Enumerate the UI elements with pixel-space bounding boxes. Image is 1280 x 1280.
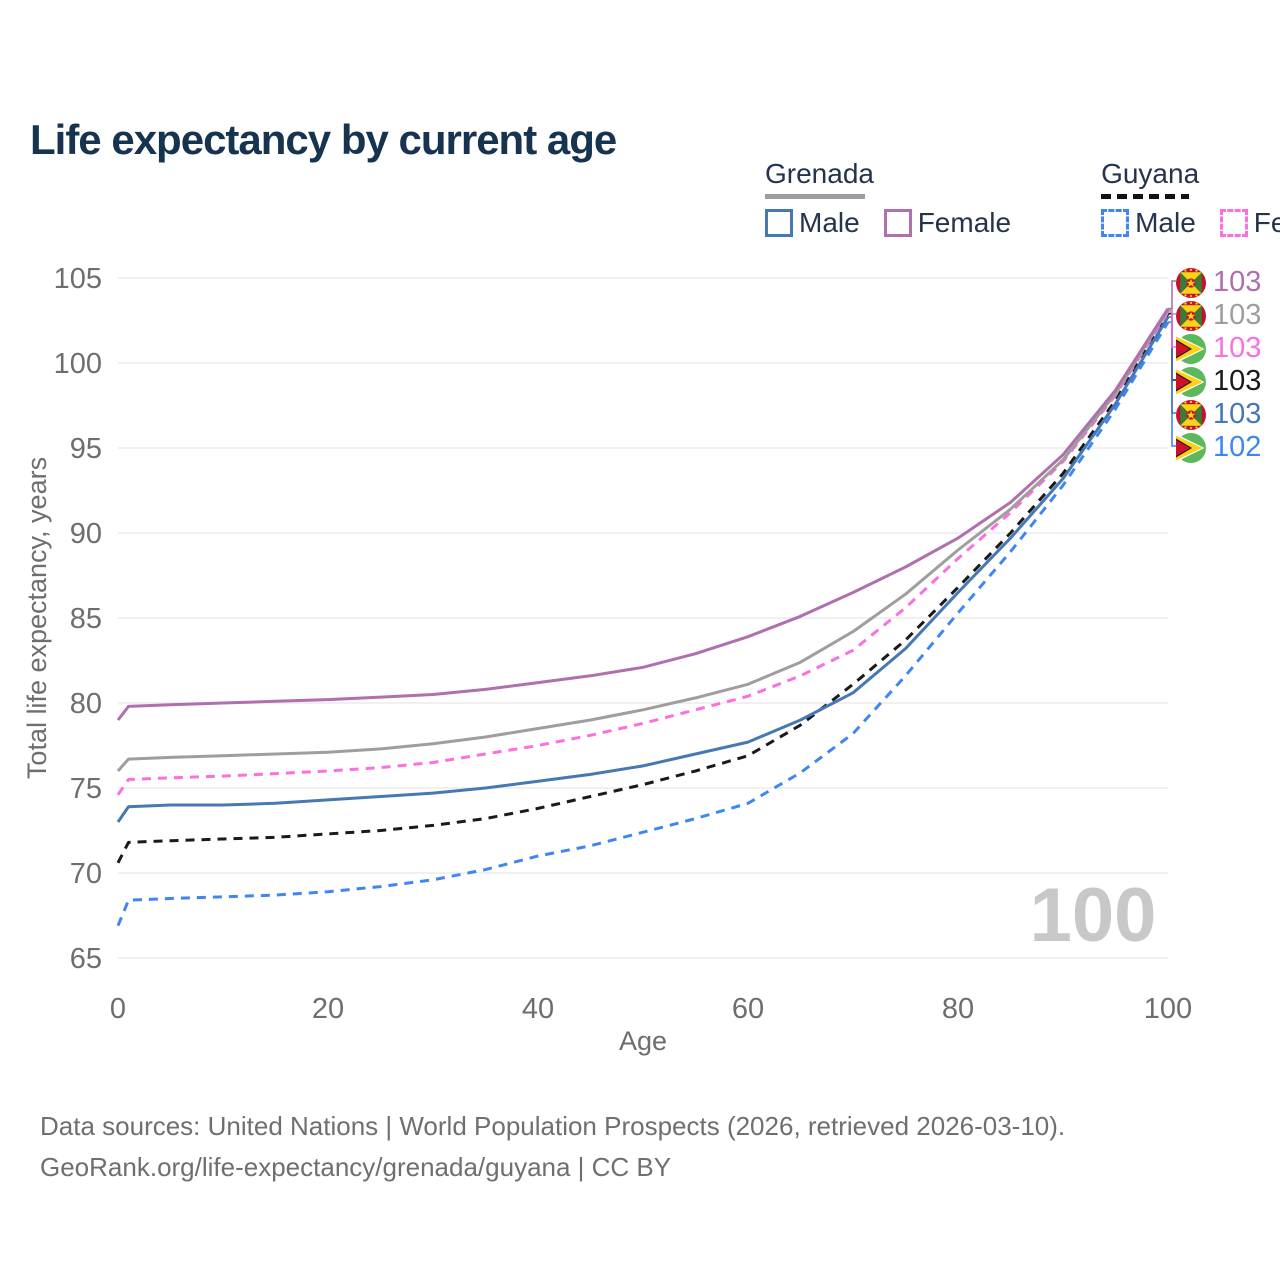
guyana-flag-icon	[1176, 366, 1206, 397]
y-tick-label: 105	[54, 263, 102, 295]
data-sources-line: Data sources: United Nations | World Pop…	[40, 1111, 1066, 1141]
y-tick-label: 100	[54, 348, 102, 380]
grenada-flag-icon	[1176, 300, 1206, 331]
series-line-guyana-both[interactable]	[116, 312, 1170, 864]
y-tick-label: 75	[70, 773, 102, 805]
legend-item-guyana-male[interactable]: Male	[1101, 207, 1196, 239]
guyana-flag-icon	[1176, 432, 1206, 463]
leader-line	[1168, 280, 1176, 310]
line-chart-canvas: 65 70 75 80 85 90 95 100 105 0 20 40 60 80 100 Age Total…	[22, 263, 1192, 1056]
leader-line	[1168, 316, 1176, 414]
age-counter-watermark: 100	[1029, 873, 1157, 958]
legend-group-guyana: Guyana Male Female	[1101, 158, 1280, 239]
page-title: Life expectancy by current age	[30, 116, 617, 164]
legend-swatch-grenada-female	[883, 209, 912, 237]
y-tick-label: 85	[70, 603, 102, 635]
y-tick-label: 95	[70, 433, 102, 465]
grenada-flag-icon	[1176, 267, 1206, 298]
series-line-grenada-female[interactable]	[116, 307, 1170, 721]
end-label-row-grenada-both-sexes: 103	[1176, 299, 1261, 332]
legend-item-grenada-male[interactable]: Male	[765, 207, 860, 239]
legend-label: Female	[1253, 207, 1280, 238]
end-label-row-guyana-female: 103	[1176, 332, 1261, 365]
legend-swatch-guyana-male	[1101, 209, 1130, 237]
legend-swatch-guyana-female	[1219, 209, 1248, 237]
end-label-value: 103	[1213, 398, 1262, 430]
attribution-line: GeoRank.org/life-expectancy/grenada/guya…	[40, 1152, 672, 1182]
series-line-grenada-both[interactable]	[116, 309, 1170, 772]
y-tick-label: 90	[70, 518, 102, 550]
end-label-row-grenada-female: 103	[1176, 266, 1261, 299]
legend-label: Male	[1135, 207, 1196, 238]
end-label-value: 103	[1213, 266, 1262, 298]
legend-country-guyana[interactable]: Guyana	[1101, 158, 1200, 189]
y-axis-title: Total life expectancy, years	[22, 457, 52, 779]
y-tick-label: 65	[70, 943, 102, 975]
footer: Data sources: United Nations | World Pop…	[40, 1106, 1065, 1188]
x-axis-title: Age	[619, 1026, 667, 1056]
end-label-value: 102	[1213, 431, 1262, 463]
series-line-guyana-female[interactable]	[116, 311, 1170, 796]
legend-label: Male	[799, 207, 860, 238]
x-tick-label: 100	[1144, 993, 1192, 1025]
legend-item-grenada-female[interactable]: Female	[883, 207, 1012, 239]
end-label-row-guyana-male: 102	[1176, 431, 1261, 464]
grenada-flag-icon	[1176, 399, 1206, 430]
y-tick-label: 70	[70, 858, 102, 890]
end-label-value: 103	[1213, 299, 1262, 331]
leader-line	[1168, 311, 1176, 348]
leader-line	[1168, 309, 1176, 315]
x-tick-label: 40	[522, 993, 554, 1025]
legend-country-grenada[interactable]: Grenada	[765, 158, 874, 189]
x-tick-label: 60	[732, 993, 764, 1025]
x-tick-label: 0	[110, 993, 126, 1025]
legend-line-sample-solid	[765, 194, 865, 199]
legend: Grenada Male Female Guyana Male	[765, 158, 1280, 239]
end-label-row-grenada-male: 103	[1176, 398, 1261, 431]
series-line-grenada-male[interactable]	[116, 316, 1170, 823]
end-label-row-guyana-both-sexes: 103	[1176, 365, 1261, 398]
y-tick-label: 80	[70, 688, 102, 720]
legend-line-sample-dashed	[1101, 194, 1190, 199]
guyana-flag-icon	[1176, 333, 1206, 364]
x-tick-label: 80	[942, 993, 974, 1025]
series-line-guyana-male[interactable]	[116, 321, 1170, 927]
gridlines: 65 70 75 80 85 90 95 100 105	[54, 263, 1168, 975]
legend-group-grenada: Grenada Male Female	[765, 158, 1011, 239]
x-axis: 0 20 40 60 80 100 Age	[110, 993, 1192, 1056]
end-label-value: 103	[1213, 365, 1262, 397]
end-label-value: 103	[1213, 332, 1262, 364]
legend-label: Female	[917, 207, 1012, 238]
legend-item-guyana-female[interactable]: Female	[1219, 207, 1280, 239]
legend-swatch-grenada-male	[765, 209, 793, 237]
x-tick-label: 20	[312, 993, 344, 1025]
